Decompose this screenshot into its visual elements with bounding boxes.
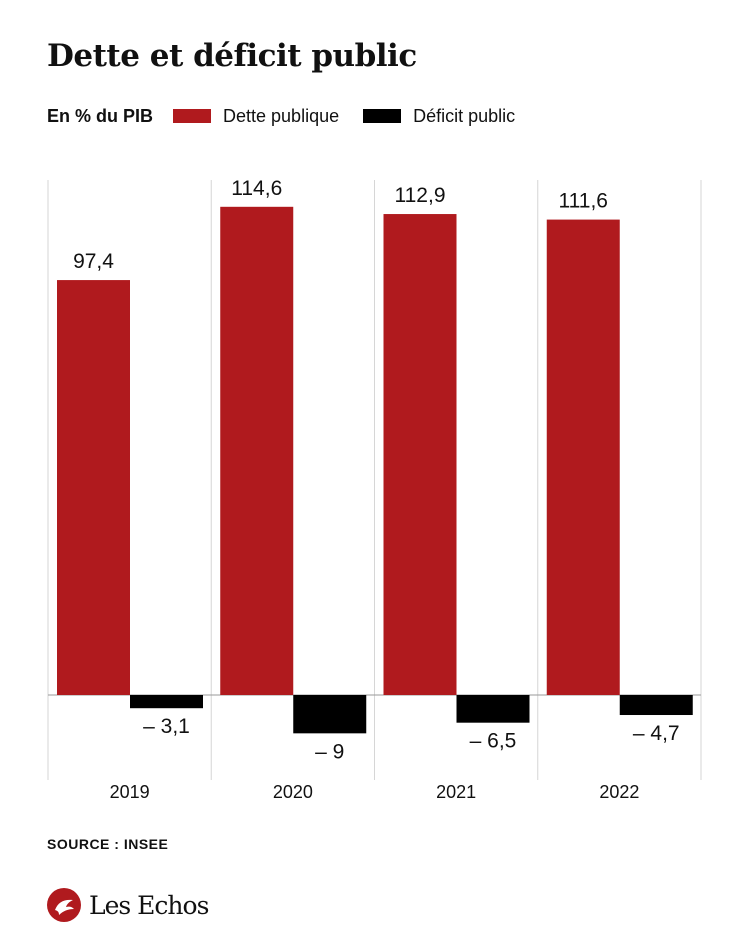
x-tick-label: 2021: [436, 782, 476, 802]
x-tick-label: 2019: [110, 782, 150, 802]
data-label-deficit: – 4,7: [633, 722, 680, 745]
legend: En % du PIB Dette publique Déficit publi…: [47, 104, 539, 128]
data-label-dette: 114,6: [231, 177, 282, 200]
bar-deficit-public: [619, 695, 693, 716]
legend-swatch-deficit: [363, 109, 402, 123]
x-tick-label: 2022: [599, 782, 639, 802]
data-label-deficit: – 3,1: [143, 715, 190, 738]
source-note: SOURCE : INSEE: [47, 836, 169, 852]
bar-deficit-public: [293, 695, 367, 734]
legend-swatch-dette: [173, 109, 212, 123]
les-echos-logo-icon: [47, 888, 81, 922]
brand-logo: Les Echos: [47, 888, 209, 922]
data-label-dette: 112,9: [395, 184, 446, 207]
bar-deficit-public: [456, 695, 530, 723]
data-label-dette: 111,6: [559, 190, 608, 213]
data-label-deficit: – 6,5: [470, 730, 517, 753]
unit-label: En % du PIB: [47, 105, 154, 126]
data-label-deficit: – 9: [315, 740, 344, 763]
bar-deficit-public: [130, 695, 203, 709]
bar-dette-publique: [220, 206, 294, 695]
legend-label-deficit: Déficit public: [413, 105, 516, 126]
x-tick-label: 2020: [273, 782, 313, 802]
chart-title: Dette et déficit public: [47, 38, 417, 74]
bar-dette-publique: [57, 280, 130, 695]
bar-dette-publique: [546, 219, 620, 696]
legend-label-dette: Dette publique: [223, 105, 340, 126]
brand-name: Les Echos: [89, 890, 209, 920]
data-label-dette: 97,4: [73, 250, 114, 273]
bar-dette-publique: [383, 214, 457, 695]
